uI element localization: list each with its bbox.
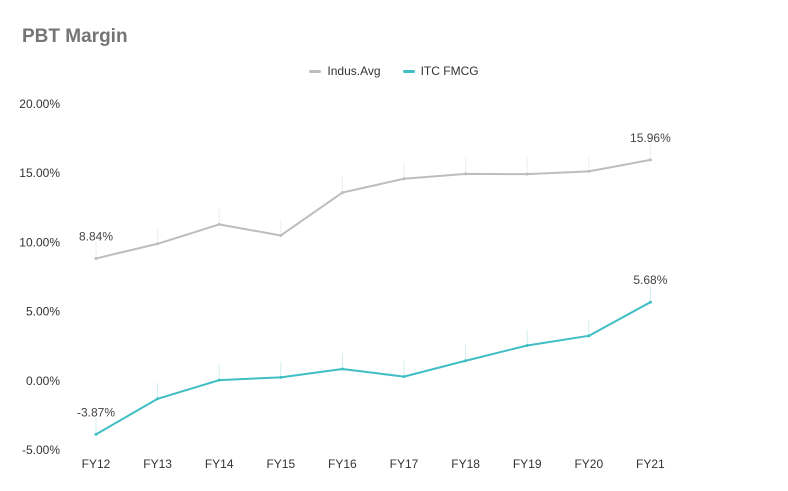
data-point-indus-avg: [648, 158, 652, 162]
x-tick-label: FY15: [266, 457, 295, 471]
x-tick-label: FY21: [636, 457, 665, 471]
legend: Indus.Avg ITC FMCG: [0, 64, 788, 78]
series-line-itc-fmcg: [95, 301, 652, 436]
x-tick-label: FY20: [574, 457, 603, 471]
data-point-itc-fmcg: [648, 300, 652, 304]
data-point-indus-avg: [402, 177, 406, 181]
y-tick-label: 20.00%: [19, 97, 60, 111]
data-label-itc-fmcg: 5.68%: [633, 273, 667, 287]
data-point-itc-fmcg: [402, 375, 406, 379]
data-label-itc-fmcg: -3.87%: [77, 405, 115, 419]
data-point-itc-fmcg: [525, 344, 529, 348]
data-point-itc-fmcg: [94, 432, 98, 436]
data-point-itc-fmcg: [587, 334, 591, 338]
x-tick-label: FY17: [390, 457, 419, 471]
series-line-indus-avg: [95, 158, 652, 260]
data-point-itc-fmcg: [340, 367, 344, 371]
data-point-indus-avg: [587, 169, 591, 173]
x-tick-label: FY16: [328, 457, 357, 471]
data-label-indus-avg: 8.84%: [79, 229, 113, 243]
y-tick-label: 15.00%: [19, 166, 60, 180]
chart-title: PBT Margin: [22, 26, 128, 47]
x-tick-label: FY12: [82, 457, 111, 471]
data-label-indus-avg: 15.96%: [630, 131, 671, 145]
legend-swatch-indus-avg: [309, 69, 322, 73]
legend-label-itc-fmcg: ITC FMCG: [420, 64, 479, 78]
data-point-itc-fmcg: [156, 397, 160, 401]
y-tick-label: 10.00%: [19, 235, 60, 249]
y-tick-label: -5.00%: [22, 443, 60, 457]
data-point-indus-avg: [279, 233, 283, 237]
legend-item-indus-avg[interactable]: Indus.Avg: [309, 64, 381, 78]
x-tick-label: FY18: [451, 457, 480, 471]
data-point-indus-avg: [525, 172, 529, 176]
data-point-itc-fmcg: [217, 378, 221, 382]
x-tick-label: FY14: [205, 457, 234, 471]
x-tick-label: FY19: [513, 457, 542, 471]
legend-item-itc-fmcg[interactable]: ITC FMCG: [402, 64, 479, 78]
legend-label-indus-avg: Indus.Avg: [327, 64, 381, 78]
data-point-itc-fmcg: [464, 359, 468, 363]
y-tick-label: 0.00%: [26, 374, 60, 388]
data-point-indus-avg: [94, 256, 98, 260]
data-point-indus-avg: [464, 172, 468, 176]
x-tick-label: FY13: [143, 457, 172, 471]
legend-swatch-itc-fmcg: [402, 69, 415, 73]
y-tick-label: 5.00%: [26, 305, 60, 319]
data-point-indus-avg: [217, 222, 221, 226]
data-point-itc-fmcg: [279, 375, 283, 379]
data-point-indus-avg: [340, 191, 344, 195]
data-point-indus-avg: [156, 242, 160, 246]
